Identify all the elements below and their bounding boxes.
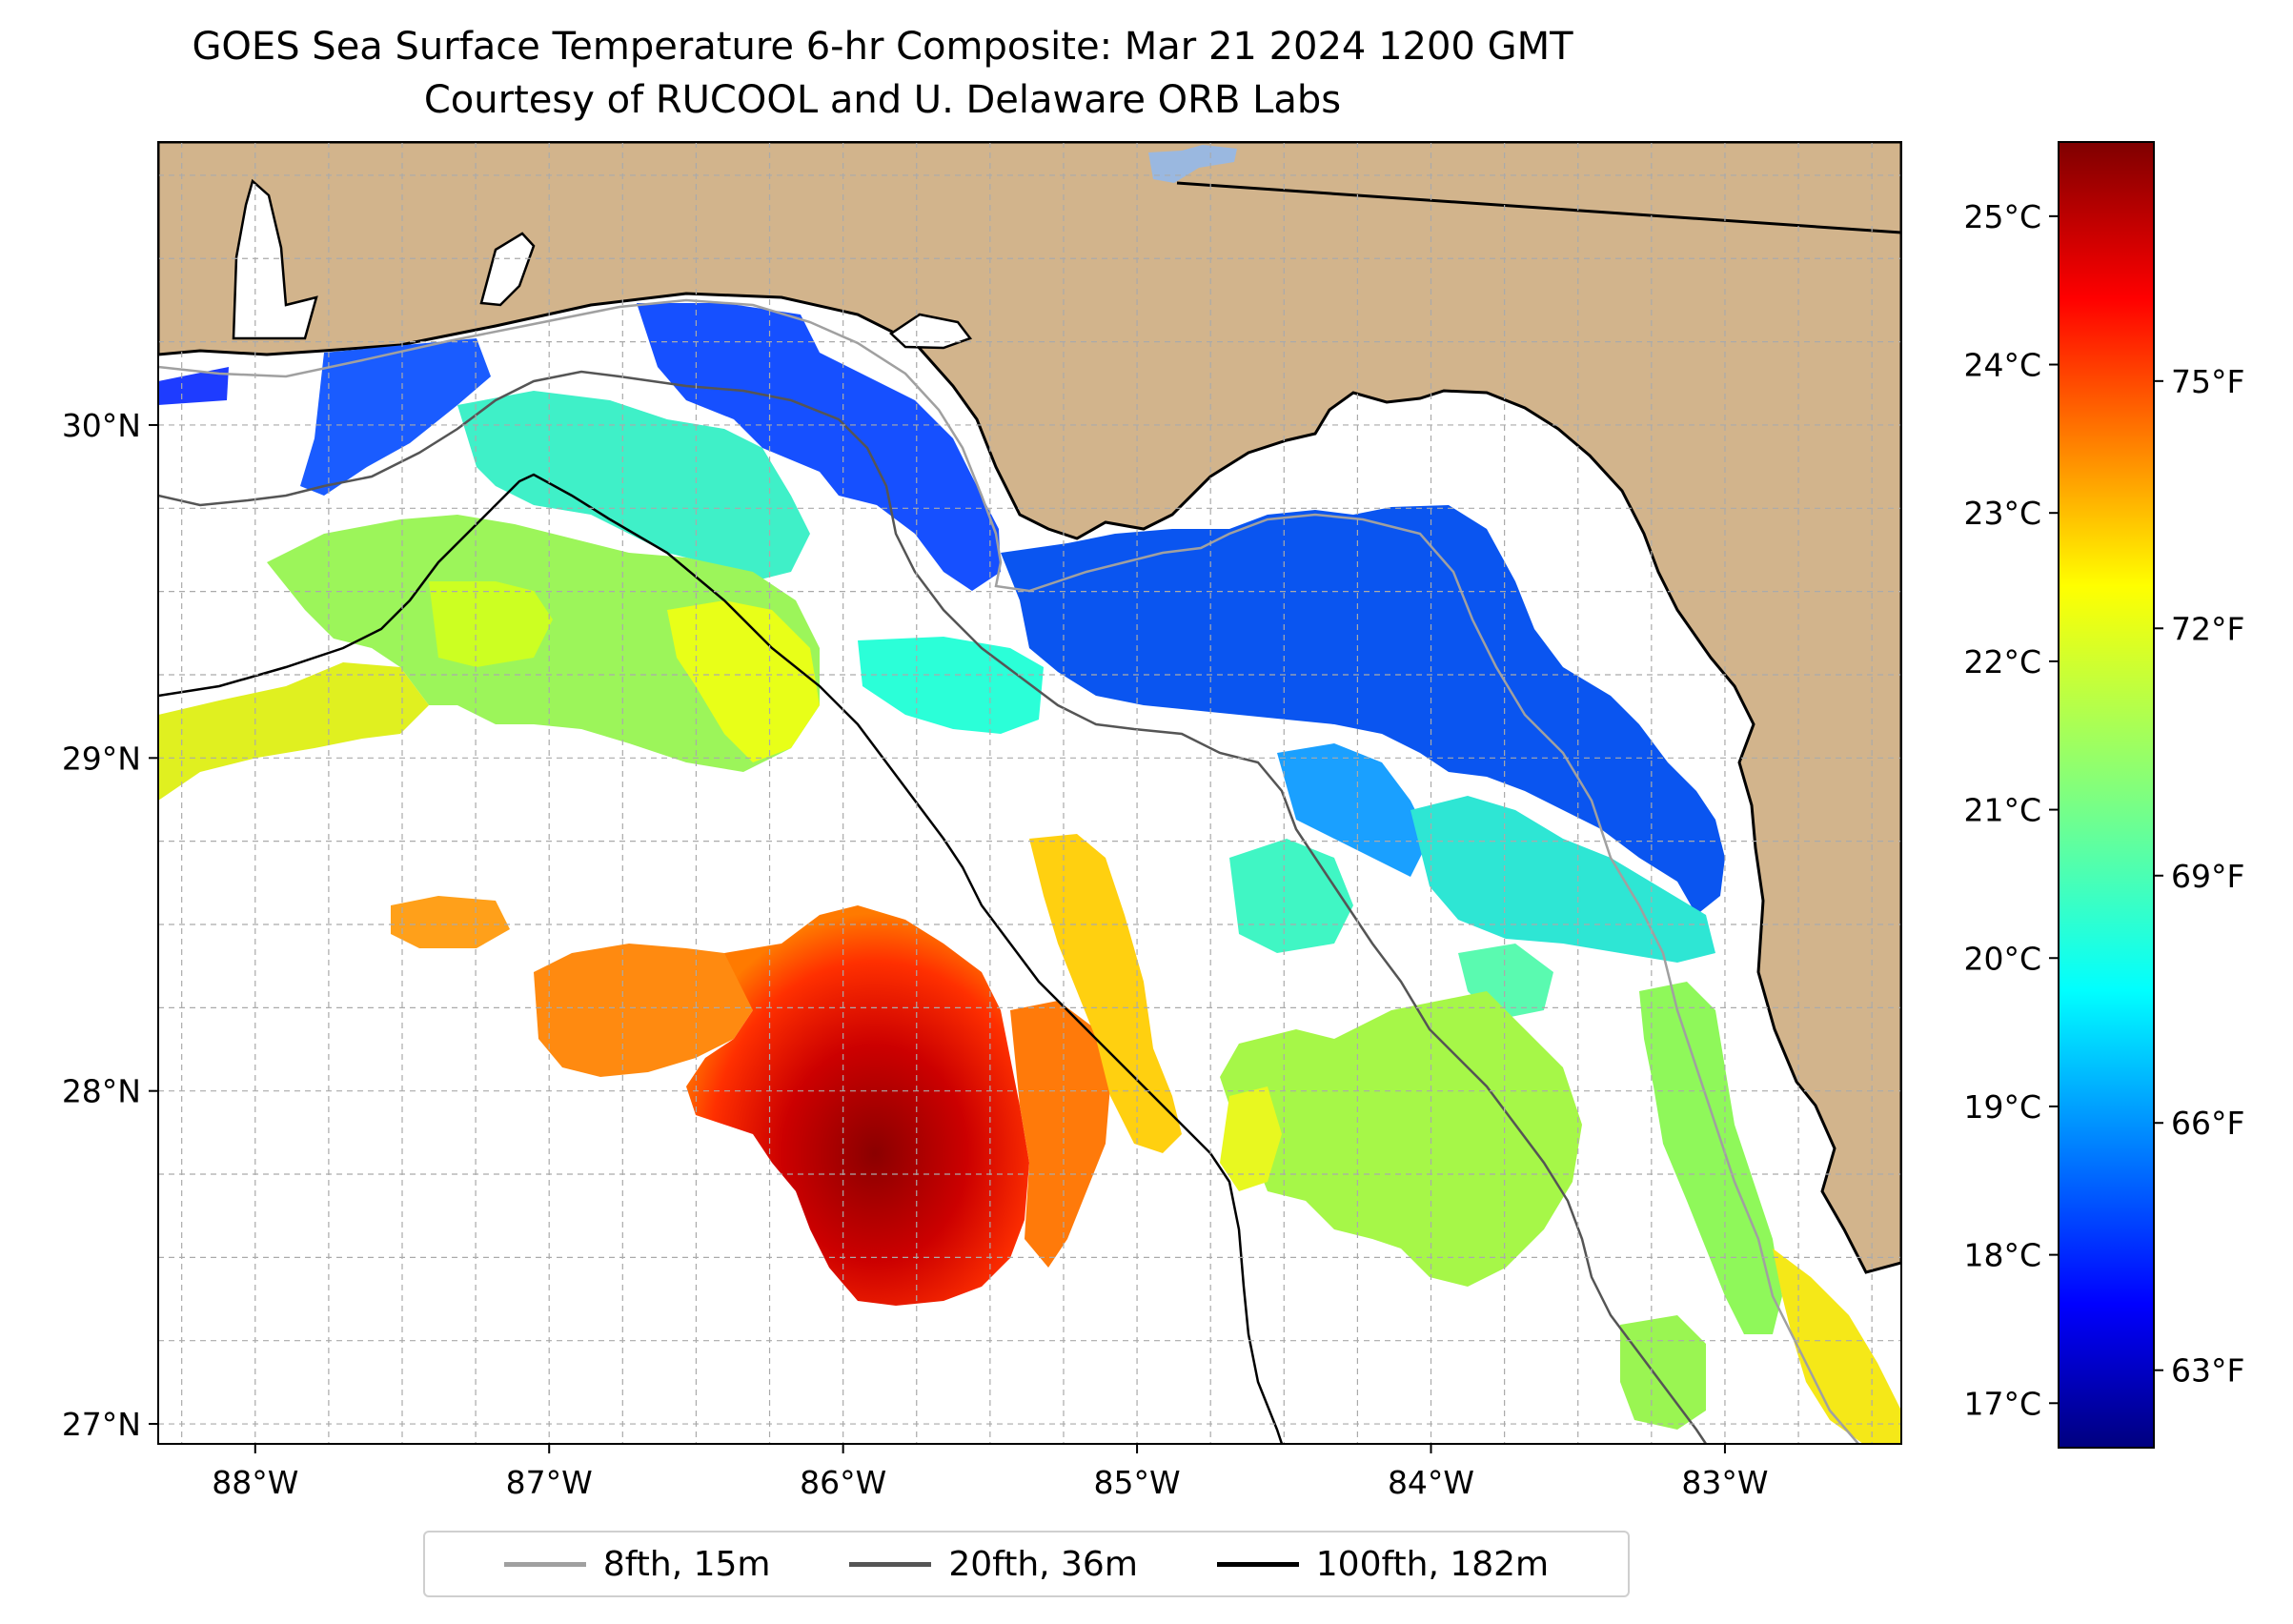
legend-label-8fth: 8fth, 15m xyxy=(602,1544,771,1584)
lat-label: 30°N xyxy=(62,407,141,444)
celsius-label: 20°C xyxy=(1963,940,2041,977)
fahrenheit-label: 63°F xyxy=(2171,1352,2244,1390)
lon-axis-labels: 88°W 87°W 86°W 85°W 84°W 83°W xyxy=(212,1444,1769,1501)
lon-label: 85°W xyxy=(1094,1464,1181,1501)
contour-100fth xyxy=(158,473,1284,1444)
celsius-label: 22°C xyxy=(1963,643,2041,680)
fahrenheit-label: 72°F xyxy=(2171,610,2244,647)
lat-label: 29°N xyxy=(62,740,141,777)
colorbar-celsius-labels: 25°C 24°C 23°C 22°C 21°C 20°C 19°C 18°C 17°C xyxy=(1963,198,2059,1422)
celsius-label: 18°C xyxy=(1963,1237,2041,1274)
graticule xyxy=(158,142,1901,1444)
legend-item-100fth: 100fth, 182m xyxy=(1216,1544,1550,1584)
map-title: GOES Sea Surface Temperature 6-hr Compos… xyxy=(192,25,1573,69)
map-subtitle: Courtesy of RUCOOL and U. Delaware ORB L… xyxy=(423,78,1342,122)
legend-swatch-20fth xyxy=(849,1561,932,1567)
colorbar xyxy=(2058,141,2155,1449)
celsius-label: 25°C xyxy=(1963,198,2041,235)
lon-label: 86°W xyxy=(800,1464,886,1501)
legend-item-8fth: 8fth, 15m xyxy=(503,1544,771,1584)
land xyxy=(158,142,1901,1274)
fahrenheit-label: 69°F xyxy=(2171,858,2244,895)
legend: 8fth, 15m 20fth, 36m 100fth, 182m xyxy=(423,1531,1630,1597)
lat-label: 28°N xyxy=(62,1073,141,1110)
lake xyxy=(1148,145,1237,183)
lon-label: 88°W xyxy=(212,1464,298,1501)
colorbar-fahrenheit-labels: 75°F 72°F 69°F 66°F 63°F xyxy=(2154,363,2244,1390)
fahrenheit-label: 66°F xyxy=(2171,1105,2244,1142)
legend-item-20fth: 20fth, 36m xyxy=(849,1545,1138,1584)
celsius-label: 21°C xyxy=(1963,792,2041,829)
sst-field xyxy=(158,303,1901,1444)
map-frame xyxy=(157,141,1902,1445)
legend-swatch-8fth xyxy=(503,1561,586,1567)
celsius-label: 19°C xyxy=(1963,1088,2041,1126)
lon-label: 83°W xyxy=(1681,1464,1768,1501)
lat-label: 27°N xyxy=(62,1406,141,1443)
celsius-label: 17°C xyxy=(1963,1385,2041,1422)
lon-label: 84°W xyxy=(1388,1464,1474,1501)
lat-axis-labels: 30°N 29°N 28°N 27°N xyxy=(62,407,158,1443)
celsius-label: 24°C xyxy=(1963,347,2041,384)
legend-label-100fth: 100fth, 182m xyxy=(1315,1544,1550,1584)
lon-label: 87°W xyxy=(506,1464,593,1501)
fahrenheit-label: 75°F xyxy=(2171,363,2244,400)
legend-swatch-100fth xyxy=(1216,1561,1299,1567)
contour-20fth xyxy=(158,370,1708,1444)
celsius-label: 23°C xyxy=(1963,495,2041,532)
contour-8fth xyxy=(158,298,1859,1444)
legend-label-20fth: 20fth, 36m xyxy=(948,1544,1138,1584)
state-boundary xyxy=(1176,181,1901,234)
